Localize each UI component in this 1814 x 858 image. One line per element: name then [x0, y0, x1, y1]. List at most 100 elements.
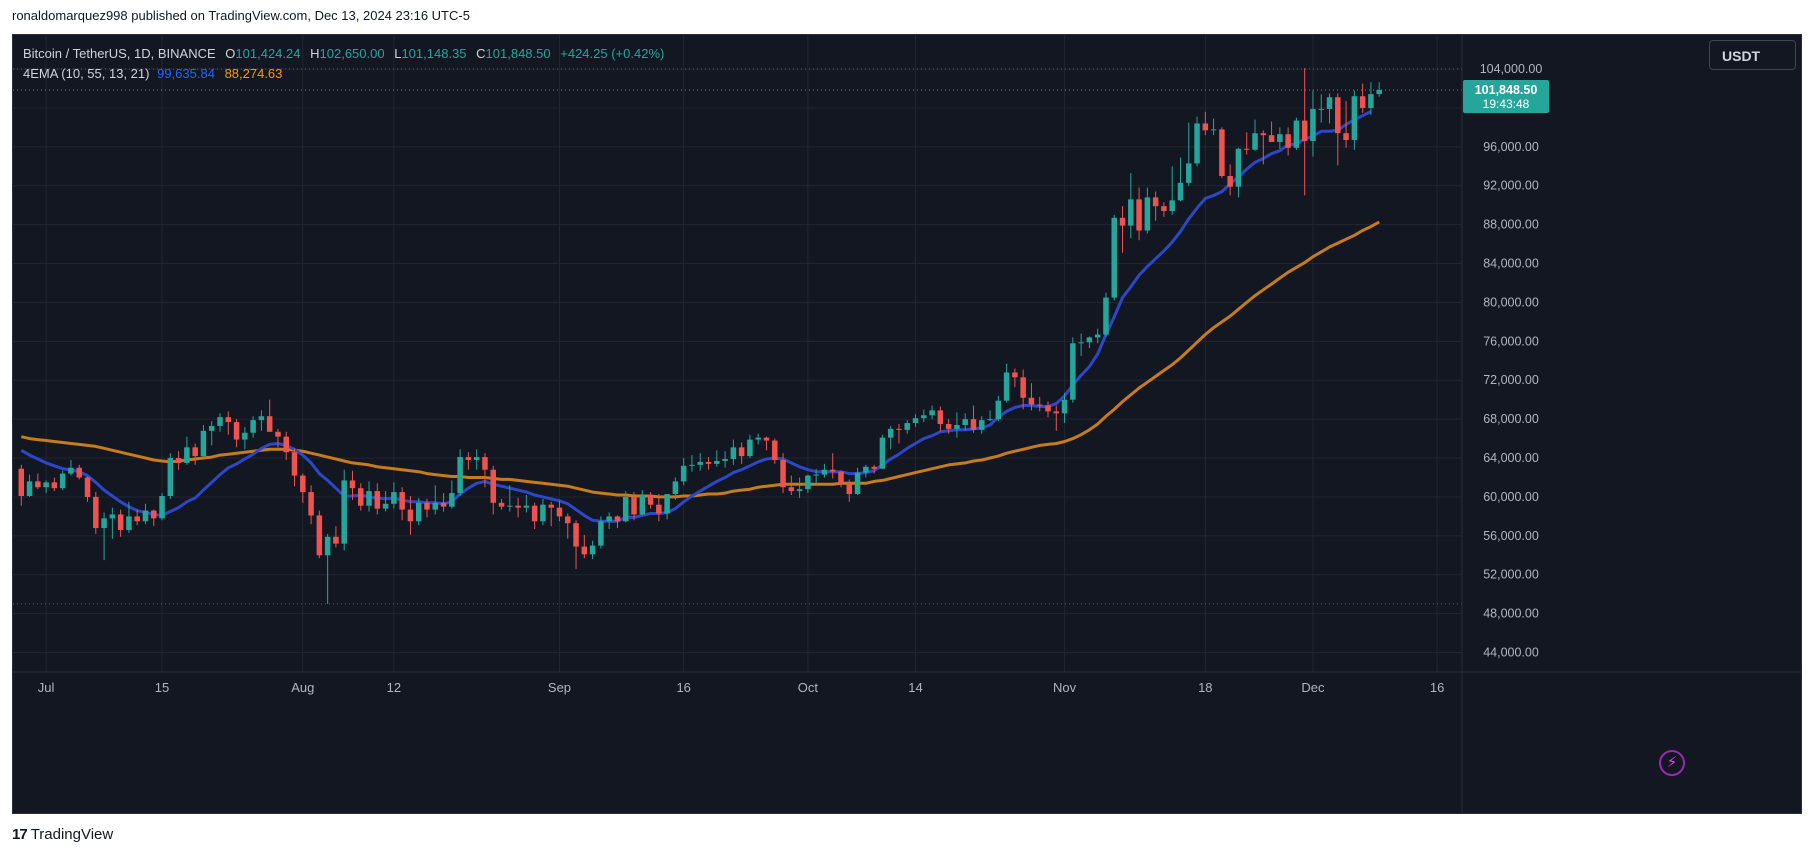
- candle-body: [523, 505, 530, 508]
- candle-body: [987, 419, 993, 421]
- ema-fast-value: 99,635.84: [157, 66, 215, 81]
- y-tick-label: 52,000.00: [1483, 568, 1539, 582]
- candle-body: [1111, 217, 1117, 298]
- lightning-icon[interactable]: ⚡: [1659, 750, 1685, 776]
- candle-body: [805, 475, 811, 490]
- candle-body: [879, 437, 886, 469]
- candle-body: [349, 480, 356, 489]
- y-tick-label: 48,000.00: [1483, 607, 1539, 621]
- candle-body: [622, 496, 629, 522]
- candle-body: [1301, 120, 1308, 142]
- candle-body: [548, 504, 554, 508]
- candle-body: [979, 420, 985, 430]
- chart-frame[interactable]: 44,000.00 48,000.00 52,000.00 56,000.00 60,0…: [12, 34, 1802, 814]
- y-tick-label: 60,000.00: [1483, 490, 1539, 504]
- candle-body: [904, 423, 910, 430]
- candle-body: [217, 417, 223, 426]
- candle-body: [151, 510, 157, 519]
- candle-body: [863, 466, 869, 473]
- low-value: 101,148.35: [401, 46, 467, 61]
- candle-body: [424, 502, 430, 510]
- candle-body: [324, 536, 331, 556]
- indicator-name[interactable]: 4EMA (10, 55, 13, 21): [23, 66, 150, 81]
- candle-body: [498, 502, 505, 507]
- candle-body: [921, 415, 927, 419]
- candle-body: [134, 516, 140, 522]
- candle-body: [68, 467, 74, 474]
- symbol-title[interactable]: Bitcoin / TetherUS, 1D, BINANCE: [23, 46, 216, 61]
- candle-body: [59, 473, 66, 489]
- candle-body: [755, 437, 761, 440]
- currency-selector-button[interactable]: USDT: [1709, 40, 1796, 70]
- candle-body: [829, 469, 836, 472]
- candle-body: [200, 430, 207, 457]
- candle-body: [556, 507, 563, 517]
- candle-body: [101, 518, 107, 529]
- x-tick-label: 12: [387, 680, 401, 695]
- candlestick-chart[interactable]: 44,000.00 48,000.00 52,000.00 56,000.00 60,0…: [13, 35, 1802, 814]
- close-value: 101,848.50: [485, 46, 551, 61]
- candle-body: [507, 505, 513, 507]
- x-tick-label: Nov: [1053, 680, 1077, 695]
- candle-body: [18, 468, 25, 496]
- candle-body: [1036, 404, 1043, 406]
- candle-body: [937, 410, 944, 425]
- candle-body: [1003, 372, 1010, 401]
- candle-body: [341, 480, 347, 544]
- candle-body: [242, 432, 248, 440]
- high-label: H: [310, 46, 320, 61]
- candle-body: [1020, 377, 1026, 398]
- x-tick-label: Jul: [38, 680, 55, 695]
- candle-body: [382, 503, 389, 509]
- candle-body: [333, 536, 339, 544]
- candle-body: [639, 495, 646, 515]
- candle-body: [954, 424, 960, 429]
- candle-body: [1078, 342, 1084, 344]
- x-tick-label: 15: [155, 680, 169, 695]
- candle-body: [887, 428, 894, 438]
- candle-body: [1161, 206, 1167, 212]
- x-tick-label: 16: [1430, 680, 1444, 695]
- candle-body: [1045, 405, 1051, 412]
- candle-body: [846, 483, 853, 495]
- candle-body: [589, 545, 596, 555]
- candle-body: [1103, 297, 1109, 335]
- candle-body: [291, 452, 298, 476]
- y-tick-label: 68,000.00: [1483, 412, 1539, 426]
- x-tick-label: Sep: [548, 680, 571, 695]
- x-tick-label: Aug: [291, 680, 314, 695]
- open-label: O: [225, 46, 236, 61]
- candle-body: [76, 467, 82, 478]
- candle-body: [1128, 199, 1134, 226]
- open-value: 101,424.24: [235, 46, 301, 61]
- candle-body: [714, 460, 720, 464]
- candle-body: [473, 457, 480, 460]
- candle-body: [1144, 197, 1151, 231]
- candle-body: [1094, 334, 1101, 338]
- low-label: L: [394, 46, 402, 61]
- x-tick-label: Oct: [798, 680, 819, 695]
- candle-body: [647, 495, 654, 505]
- ema-fast-line: [20, 110, 1372, 523]
- candle-body: [606, 516, 612, 522]
- candle-body: [300, 475, 306, 493]
- candle-body: [192, 447, 198, 457]
- candle-body: [407, 509, 414, 522]
- chart-legend: Bitcoin / TetherUS, 1D, BINANCE O101,424…: [23, 44, 664, 84]
- candle-body: [705, 461, 712, 464]
- candle-body: [1119, 217, 1126, 226]
- candle-body: [275, 431, 281, 437]
- candle-body: [1152, 197, 1159, 207]
- candle-body: [1376, 89, 1382, 95]
- candle-body: [664, 494, 670, 514]
- ema-slow-value: 88,274.63: [224, 66, 283, 81]
- x-tick-label: 18: [1198, 680, 1212, 695]
- candle-body: [730, 447, 737, 460]
- close-label: C: [476, 46, 486, 61]
- candle-body: [598, 521, 604, 546]
- candle-body: [515, 505, 521, 508]
- tradingview-footer[interactable]: 17 TradingView: [12, 826, 113, 843]
- candle-body: [432, 502, 439, 510]
- candle-body: [1210, 129, 1217, 131]
- candle-body: [93, 496, 99, 529]
